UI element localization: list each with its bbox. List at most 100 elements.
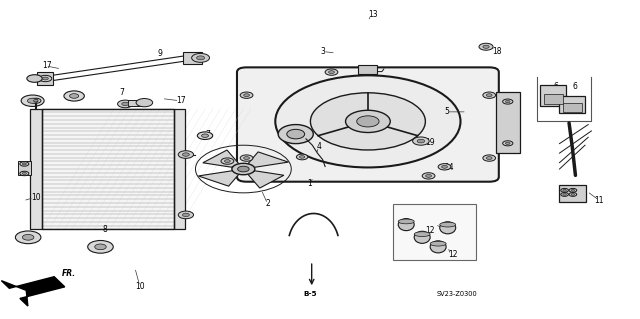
Text: 12: 12 (426, 226, 435, 235)
Bar (37, 72, 53, 85)
Circle shape (479, 43, 493, 50)
Ellipse shape (398, 219, 414, 224)
Circle shape (328, 71, 334, 74)
FancyBboxPatch shape (237, 67, 499, 182)
Circle shape (39, 75, 52, 82)
Circle shape (21, 95, 44, 107)
Circle shape (197, 132, 212, 139)
Circle shape (310, 93, 426, 150)
Circle shape (196, 56, 205, 60)
Ellipse shape (287, 129, 305, 139)
Ellipse shape (414, 231, 430, 243)
Circle shape (244, 157, 250, 160)
Polygon shape (247, 171, 284, 188)
Circle shape (502, 99, 513, 104)
Circle shape (561, 189, 568, 192)
Circle shape (28, 98, 38, 103)
Text: 11: 11 (595, 196, 604, 205)
Circle shape (15, 231, 41, 244)
Bar (42, 109, 173, 229)
Text: 13: 13 (368, 11, 378, 19)
Text: 6: 6 (553, 82, 558, 91)
Text: 19: 19 (426, 137, 435, 146)
Circle shape (569, 189, 577, 192)
Ellipse shape (414, 232, 430, 236)
Circle shape (178, 211, 193, 219)
Circle shape (42, 77, 48, 80)
Circle shape (486, 94, 492, 97)
Circle shape (483, 155, 495, 161)
Ellipse shape (440, 222, 456, 227)
Circle shape (191, 53, 209, 62)
Text: 12: 12 (448, 250, 457, 259)
Circle shape (346, 110, 390, 132)
Text: B-5: B-5 (303, 292, 317, 298)
Circle shape (31, 98, 41, 103)
Circle shape (442, 165, 447, 168)
Bar (173, 109, 185, 229)
Text: 15: 15 (224, 160, 234, 169)
Circle shape (232, 163, 255, 175)
Circle shape (118, 100, 133, 108)
Circle shape (426, 174, 431, 177)
Circle shape (136, 99, 153, 107)
Circle shape (417, 139, 424, 143)
Circle shape (178, 151, 193, 158)
Text: 2: 2 (266, 199, 271, 208)
Bar (129, 100, 143, 106)
Circle shape (182, 213, 189, 217)
Circle shape (20, 171, 29, 176)
Circle shape (569, 193, 577, 196)
Text: 17: 17 (176, 96, 186, 105)
Circle shape (563, 189, 566, 191)
Bar (559, 96, 585, 114)
Text: 8: 8 (103, 225, 108, 234)
Ellipse shape (430, 241, 446, 246)
Text: 7: 7 (119, 88, 124, 97)
Text: 9: 9 (157, 48, 162, 58)
Bar (559, 185, 586, 202)
Circle shape (296, 154, 308, 160)
Circle shape (300, 156, 305, 158)
Text: 17: 17 (42, 61, 52, 70)
Bar (358, 65, 378, 74)
Text: 18: 18 (492, 47, 502, 56)
Bar (495, 92, 520, 153)
Circle shape (413, 137, 429, 145)
Circle shape (438, 164, 451, 170)
Bar (18, 161, 31, 175)
Polygon shape (1, 277, 65, 306)
Circle shape (356, 116, 379, 127)
Bar (543, 93, 563, 104)
Text: 10: 10 (31, 193, 41, 202)
Circle shape (33, 100, 38, 102)
Bar (182, 52, 202, 63)
Circle shape (221, 158, 234, 164)
Text: 5: 5 (445, 108, 449, 116)
Circle shape (244, 94, 250, 97)
Text: SV23-Z0300: SV23-Z0300 (437, 292, 477, 298)
Polygon shape (198, 171, 239, 186)
Text: FR.: FR. (61, 269, 76, 278)
Circle shape (571, 194, 575, 195)
Circle shape (506, 142, 510, 145)
Circle shape (561, 193, 568, 196)
Bar (540, 85, 566, 106)
Circle shape (502, 141, 513, 146)
Circle shape (240, 155, 253, 161)
Polygon shape (203, 150, 239, 167)
Circle shape (122, 102, 129, 106)
Circle shape (240, 92, 253, 98)
Text: 10: 10 (135, 282, 145, 291)
Text: 14: 14 (445, 163, 454, 172)
Text: 1: 1 (307, 179, 312, 188)
Circle shape (506, 100, 510, 103)
Circle shape (571, 189, 575, 191)
Circle shape (95, 244, 106, 250)
Ellipse shape (278, 124, 314, 144)
Circle shape (20, 162, 29, 166)
Circle shape (422, 173, 435, 179)
Circle shape (22, 173, 26, 174)
Bar (30, 109, 42, 229)
Text: 7: 7 (205, 130, 210, 138)
